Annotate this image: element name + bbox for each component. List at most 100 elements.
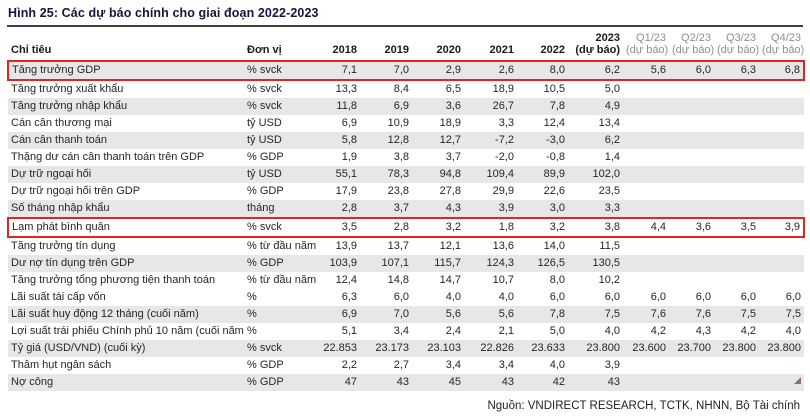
value-cell: 94,8 xyxy=(439,168,461,180)
value-cell: 10,9 xyxy=(387,117,409,129)
value-cell: 2,4 xyxy=(445,325,461,337)
value-cell xyxy=(714,255,759,272)
forecast-table: Chỉ tiêu Đơn vị 2018 2019 2020 2021 2022… xyxy=(7,27,805,391)
value-cell: 23.600 xyxy=(632,342,666,354)
row-unit: % xyxy=(247,308,257,320)
value-cell: 45 xyxy=(448,376,461,388)
value-cell: 115,7 xyxy=(434,257,461,269)
title-divider xyxy=(7,25,803,27)
value-cell: 3,3 xyxy=(604,202,620,214)
value-cell: 4,4 xyxy=(623,217,669,238)
value-cell: 43 xyxy=(607,376,620,388)
value-cell xyxy=(669,255,714,272)
value-cell: 23.633 xyxy=(531,342,565,354)
value-cell: 6,9 xyxy=(341,308,357,320)
value-cell: 7,6 xyxy=(695,308,711,320)
value-cell xyxy=(759,166,804,183)
value-cell: 7,0 xyxy=(393,308,409,320)
value-cell: 10,7 xyxy=(492,274,514,286)
figure-title: Hình 25: Các dự báo chính cho giai đoạn … xyxy=(8,6,319,20)
header-unit: Đơn vị xyxy=(247,44,282,56)
row-label: Dự trữ ngoại hối trên GDP xyxy=(11,185,141,197)
value-cell: 7,1 xyxy=(316,60,360,81)
value-cell: 18,9 xyxy=(439,117,461,129)
value-cell xyxy=(714,272,759,289)
row-label: Tăng trưởng GDP xyxy=(7,60,244,81)
value-cell: 23.800 xyxy=(722,342,756,354)
value-cell: 23.103 xyxy=(427,342,461,354)
value-cell: 5,6 xyxy=(445,308,461,320)
value-cell: 103,9 xyxy=(329,257,357,269)
value-cell: 4,0 xyxy=(604,325,620,337)
row-unit: % xyxy=(247,325,257,337)
value-cell: 2,2 xyxy=(341,359,357,371)
value-cell xyxy=(759,357,804,374)
value-cell: 7,5 xyxy=(604,308,620,320)
value-cell xyxy=(623,115,669,132)
value-cell: 4,0 xyxy=(785,325,801,337)
row-label: Lợi suất trái phiếu Chính phủ 10 năm (cu… xyxy=(11,325,244,337)
value-cell xyxy=(669,237,714,255)
table-row: Cán cân thanh toán tỷ USD 5,8 12,8 12,7 -7,2 -… xyxy=(8,132,804,149)
value-cell xyxy=(669,374,714,391)
value-cell: 2,9 xyxy=(412,60,464,81)
value-cell xyxy=(623,166,669,183)
value-cell xyxy=(714,132,759,149)
value-cell xyxy=(714,149,759,166)
value-cell: 6,0 xyxy=(669,60,714,81)
row-label: Tỷ giá (USD/VND) (cuối kỳ) xyxy=(11,342,146,354)
header-q1-23-forecast: Q1/23 (dự báo) xyxy=(626,32,669,56)
value-cell xyxy=(623,374,669,391)
value-cell: 23,8 xyxy=(387,185,409,197)
table-row: Dự trữ ngoại hối tỷ USD 55,1 78,3 94,8 109,4 8… xyxy=(8,166,804,183)
row-unit: % GDP xyxy=(247,185,284,197)
value-cell xyxy=(759,255,804,272)
value-cell: 102,0 xyxy=(592,168,620,180)
header-year-2018: 2018 xyxy=(332,44,357,56)
row-label: Tăng trưởng nhập khẩu xyxy=(11,100,128,112)
value-cell: 14,7 xyxy=(439,274,461,286)
header-q4-23-forecast: Q4/23 (dự báo) xyxy=(762,32,805,56)
value-cell: 13,3 xyxy=(335,83,357,95)
value-cell: 8,4 xyxy=(393,83,409,95)
corner-triangle-marker xyxy=(794,377,801,384)
header-year-2021: 2021 xyxy=(489,44,514,56)
table-row: Tăng trưởng nhập khẩu % svck 11,8 6,9 3,6 26,… xyxy=(8,98,804,115)
value-cell xyxy=(623,357,669,374)
value-cell: -2,0 xyxy=(495,151,514,163)
value-cell: 3,7 xyxy=(393,202,409,214)
value-cell xyxy=(759,200,804,218)
value-cell: 2,8 xyxy=(360,217,412,238)
value-cell: 5,0 xyxy=(549,325,565,337)
value-cell: 13,4 xyxy=(598,117,620,129)
row-unit: % từ đầu năm xyxy=(247,274,316,286)
table-row: Tăng trưởng tổng phương tiện thanh toán%… xyxy=(8,272,804,289)
table-row: Tỷ giá (USD/VND) (cuối kỳ) % svck 22.853 23… xyxy=(8,340,804,357)
value-cell: 14,8 xyxy=(387,274,409,286)
value-cell: 18,9 xyxy=(492,83,514,95)
row-unit: % svck xyxy=(247,83,282,95)
value-cell: 6,0 xyxy=(785,291,801,303)
value-cell: 43 xyxy=(501,376,514,388)
value-cell: 126,5 xyxy=(537,257,565,269)
value-cell: 13,7 xyxy=(387,240,409,252)
table-row: Cán cân thương mại tỷ USD 6,9 10,9 18,9 3,3 12… xyxy=(8,115,804,132)
value-cell: 5,8 xyxy=(341,134,357,146)
value-cell: 55,1 xyxy=(335,168,357,180)
value-cell: 4,0 xyxy=(549,359,565,371)
row-unit: % svck xyxy=(244,60,316,81)
value-cell xyxy=(623,237,669,255)
row-unit: % từ đầu năm xyxy=(247,240,316,252)
value-cell: 43 xyxy=(396,376,409,388)
table-row: Tăng trưởng xuất khẩu % svck 13,3 8,4 6,5 18,… xyxy=(8,80,804,98)
value-cell: 22,6 xyxy=(543,185,565,197)
value-cell: 5,6 xyxy=(498,308,514,320)
row-label: Lạm phát bình quân xyxy=(7,217,244,238)
source-attribution: Nguồn: VNDIRECT RESEARCH, TCTK, NHNN, Bộ… xyxy=(487,400,800,412)
value-cell: 6,0 xyxy=(695,291,711,303)
value-cell: 6,2 xyxy=(568,60,623,81)
value-cell: 4,0 xyxy=(498,291,514,303)
value-cell: 12,7 xyxy=(439,134,461,146)
value-cell: 4,0 xyxy=(445,291,461,303)
value-cell: 2,8 xyxy=(341,202,357,214)
